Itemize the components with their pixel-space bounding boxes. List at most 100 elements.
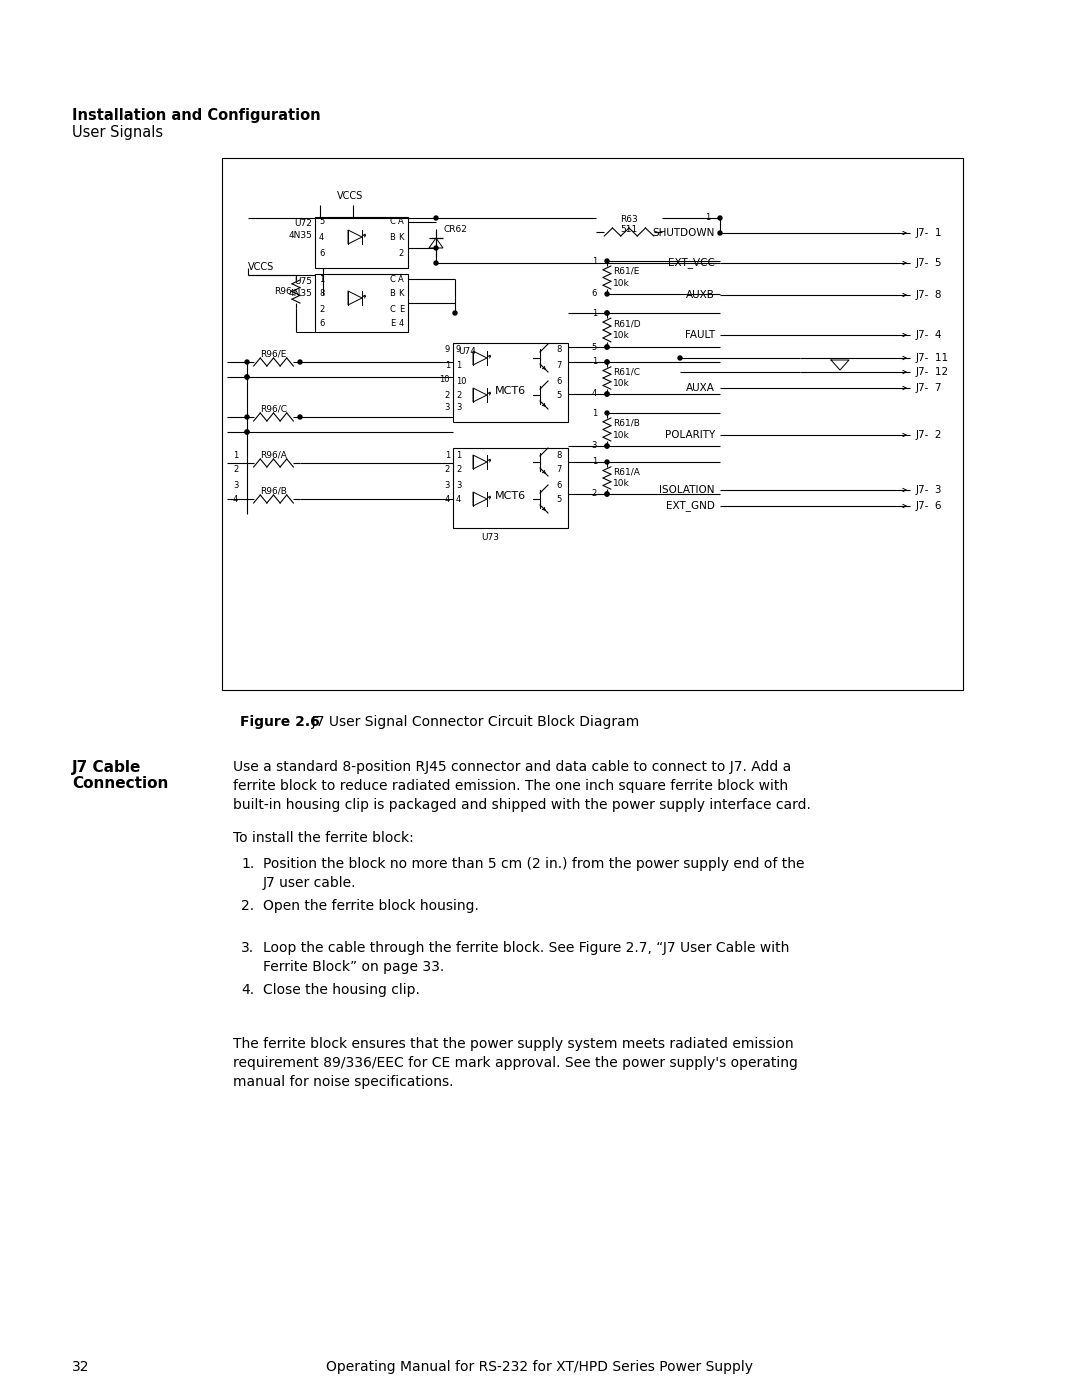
Text: VCCS: VCCS xyxy=(248,263,274,272)
Circle shape xyxy=(298,360,302,365)
Text: J7-  2: J7- 2 xyxy=(916,430,943,440)
Text: J7-  7: J7- 7 xyxy=(916,383,943,393)
Text: 4: 4 xyxy=(233,496,239,504)
Bar xyxy=(315,274,408,332)
Text: 10: 10 xyxy=(456,377,467,386)
Text: 1: 1 xyxy=(445,450,450,460)
Text: R61/A: R61/A xyxy=(613,468,639,476)
Text: 4: 4 xyxy=(399,320,404,328)
Text: requirement 89/336/EEC for CE mark approval. See the power supply's operating: requirement 89/336/EEC for CE mark appro… xyxy=(233,1056,798,1070)
Text: 6: 6 xyxy=(556,377,562,386)
Text: VCCS: VCCS xyxy=(337,191,363,201)
Text: C: C xyxy=(389,218,395,226)
Text: B: B xyxy=(389,289,395,299)
Text: 1: 1 xyxy=(456,450,461,460)
Bar xyxy=(315,217,408,268)
Text: 8: 8 xyxy=(556,450,562,460)
Text: AUXB: AUXB xyxy=(686,291,715,300)
Circle shape xyxy=(605,345,609,349)
Text: 4: 4 xyxy=(319,232,324,242)
Circle shape xyxy=(605,360,609,365)
Text: 4: 4 xyxy=(445,496,450,504)
Text: J7-  5: J7- 5 xyxy=(916,258,943,268)
Circle shape xyxy=(718,231,723,235)
Text: 2: 2 xyxy=(592,489,597,499)
Text: EXT_VCC: EXT_VCC xyxy=(669,257,715,268)
Text: R96: R96 xyxy=(274,286,292,296)
Text: built-in housing clip is packaged and shipped with the power supply interface ca: built-in housing clip is packaged and sh… xyxy=(233,798,811,812)
Circle shape xyxy=(605,292,609,296)
Text: C: C xyxy=(389,305,395,313)
Text: 5: 5 xyxy=(556,391,562,401)
Text: 511: 511 xyxy=(620,225,637,233)
Circle shape xyxy=(298,415,302,419)
Text: 1: 1 xyxy=(592,358,597,366)
Circle shape xyxy=(678,356,681,360)
Text: Loop the cable through the ferrite block. See Figure 2.7, “J7 User Cable with: Loop the cable through the ferrite block… xyxy=(264,942,789,956)
Text: 10k: 10k xyxy=(613,380,630,388)
Circle shape xyxy=(605,444,609,448)
Circle shape xyxy=(605,360,609,365)
Text: 10k: 10k xyxy=(613,331,630,341)
Text: 1.: 1. xyxy=(241,856,254,870)
Text: ISOLATION: ISOLATION xyxy=(660,485,715,495)
Text: SHUTDOWN: SHUTDOWN xyxy=(652,228,715,237)
Text: R61/E: R61/E xyxy=(613,267,639,277)
Text: 1: 1 xyxy=(456,362,461,370)
Circle shape xyxy=(245,430,249,434)
Circle shape xyxy=(245,430,249,434)
Text: 4: 4 xyxy=(592,390,597,398)
Text: Open the ferrite block housing.: Open the ferrite block housing. xyxy=(264,900,478,914)
Text: R96/A: R96/A xyxy=(260,450,287,460)
Text: J7 user cable.: J7 user cable. xyxy=(264,876,356,890)
Text: Close the housing clip.: Close the housing clip. xyxy=(264,983,420,997)
Text: MCT6: MCT6 xyxy=(495,386,526,395)
Circle shape xyxy=(245,415,249,419)
Text: R61/D: R61/D xyxy=(613,320,640,328)
Text: R96/E: R96/E xyxy=(260,349,286,359)
Circle shape xyxy=(605,393,609,395)
Text: 6: 6 xyxy=(556,481,562,489)
Text: A: A xyxy=(399,274,404,284)
Text: 1: 1 xyxy=(592,257,597,265)
Circle shape xyxy=(453,312,457,314)
Circle shape xyxy=(605,492,609,496)
Text: Position the block no more than 5 cm (2 in.) from the power supply end of the: Position the block no more than 5 cm (2 … xyxy=(264,856,805,870)
Text: 5: 5 xyxy=(592,342,597,352)
Text: E: E xyxy=(390,320,395,328)
Text: J7-  6: J7- 6 xyxy=(916,502,943,511)
Circle shape xyxy=(605,444,609,448)
Text: 3: 3 xyxy=(456,404,461,412)
Text: Installation and Configuration: Installation and Configuration xyxy=(72,108,321,123)
Text: 8: 8 xyxy=(319,289,324,299)
Text: 2.: 2. xyxy=(241,900,254,914)
Text: 2: 2 xyxy=(233,465,239,475)
Text: J7 Cable: J7 Cable xyxy=(72,760,141,775)
Text: POLARITY: POLARITY xyxy=(665,430,715,440)
Text: CR62: CR62 xyxy=(444,225,468,233)
Text: J7-  8: J7- 8 xyxy=(916,291,943,300)
Bar xyxy=(453,448,568,528)
Text: 3: 3 xyxy=(456,481,461,489)
Text: To install the ferrite block:: To install the ferrite block: xyxy=(233,831,414,845)
Text: 2: 2 xyxy=(445,465,450,475)
Text: Ferrite Block” on page 33.: Ferrite Block” on page 33. xyxy=(264,960,444,974)
Text: R61/B: R61/B xyxy=(613,419,639,427)
Text: EXT_GND: EXT_GND xyxy=(666,500,715,511)
Text: 8: 8 xyxy=(556,345,562,355)
Text: J7-  1: J7- 1 xyxy=(916,228,943,237)
Text: 9: 9 xyxy=(456,345,461,355)
Text: FAULT: FAULT xyxy=(685,330,715,339)
Text: E: E xyxy=(399,305,404,313)
Text: 2: 2 xyxy=(445,391,450,401)
Circle shape xyxy=(245,374,249,379)
Text: 9: 9 xyxy=(445,345,450,355)
Text: 1: 1 xyxy=(705,214,710,222)
Circle shape xyxy=(245,360,249,365)
Circle shape xyxy=(718,217,723,219)
Text: 10k: 10k xyxy=(613,432,630,440)
Text: 2: 2 xyxy=(399,250,404,258)
Circle shape xyxy=(245,374,249,379)
Circle shape xyxy=(605,312,609,314)
Text: Figure 2.6: Figure 2.6 xyxy=(240,715,320,729)
